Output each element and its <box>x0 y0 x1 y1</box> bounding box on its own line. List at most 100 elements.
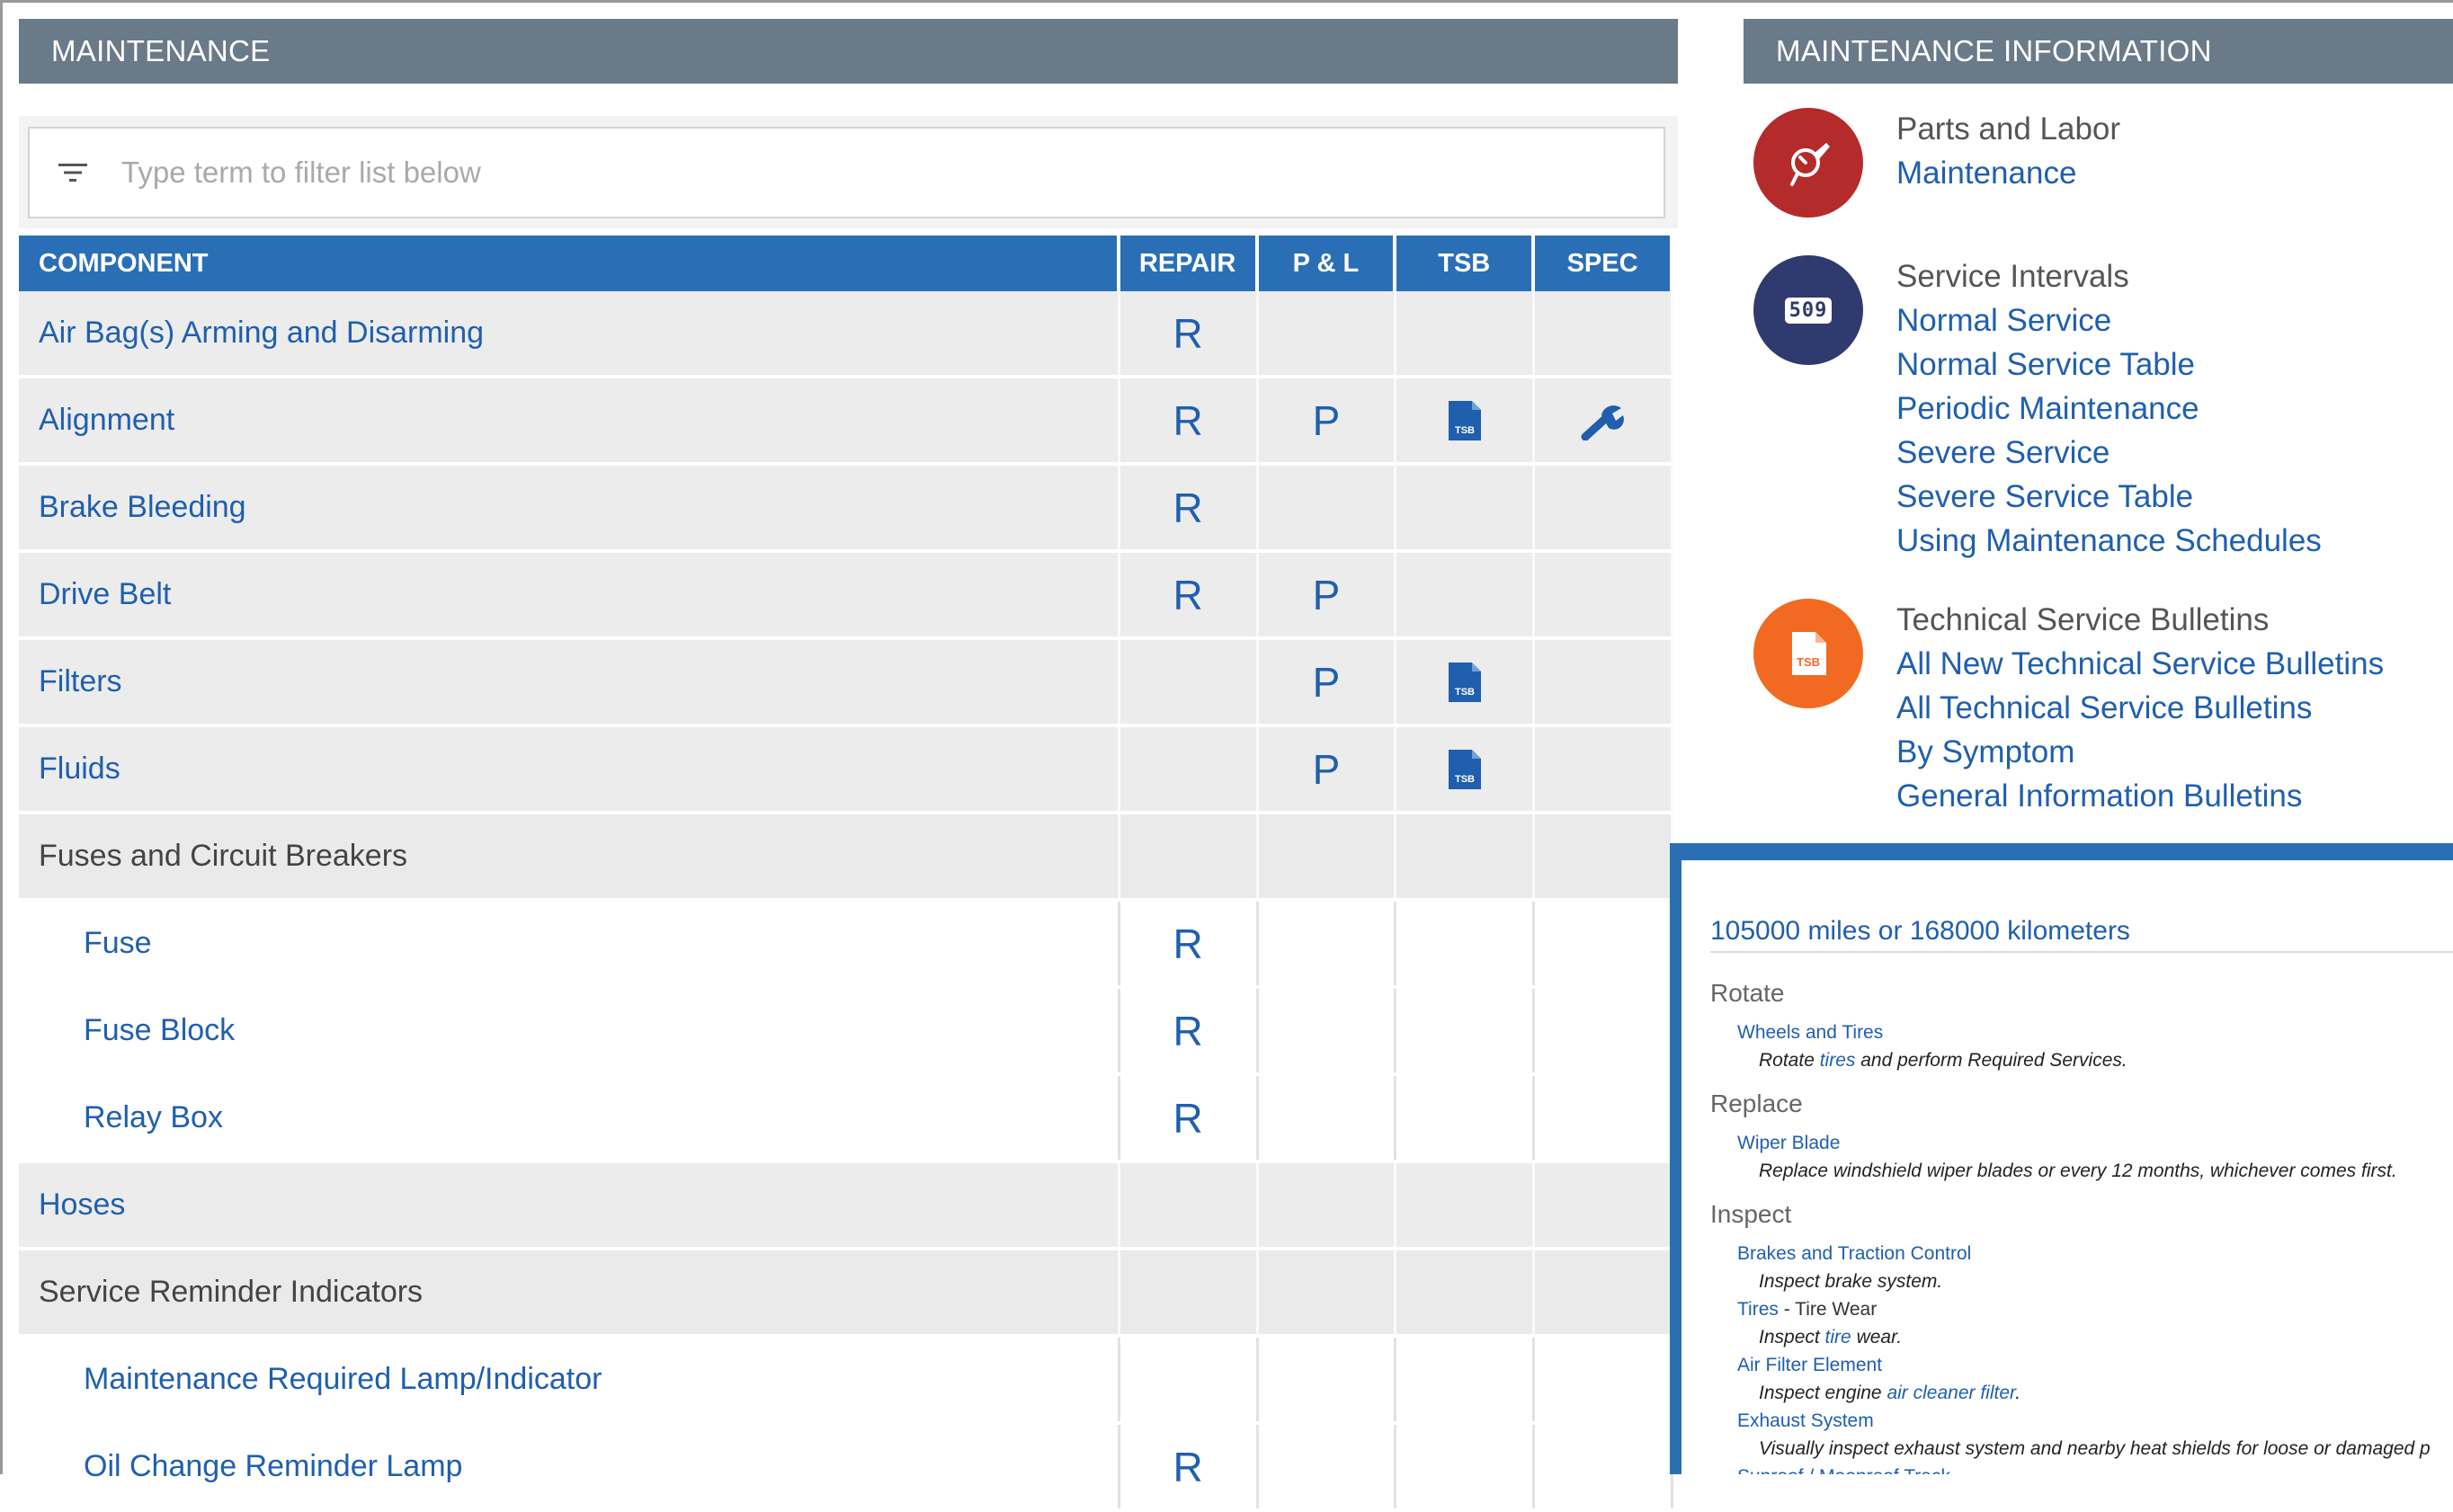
repair-cell[interactable]: R <box>1120 902 1259 985</box>
table-row: Relay Box R <box>19 1076 1673 1163</box>
tsb-cell[interactable]: TSB <box>1396 640 1536 724</box>
tsb-cell[interactable]: TSB <box>1396 727 1536 811</box>
rotate-item-link[interactable]: Wheels and Tires <box>1737 1022 1884 1043</box>
parts-labor-cell[interactable]: P <box>1259 553 1397 636</box>
component-link[interactable]: Air Bag(s) Arming and Disarming <box>19 291 1120 375</box>
component-link[interactable]: Filters <box>19 640 1120 724</box>
repair-cell[interactable]: R <box>1120 466 1259 549</box>
component-link[interactable]: Maintenance Required Lamp/Indicator <box>19 1338 1120 1421</box>
inspect-tires-item: Tires - Tire Wear <box>1737 1299 1878 1320</box>
component-link[interactable]: Alignment <box>19 378 1120 462</box>
component-link[interactable]: Drive Belt <box>19 553 1120 636</box>
maintenance-information-header: MAINTENANCE INFORMATION <box>1744 19 2453 84</box>
spec-cell <box>1535 1076 1673 1160</box>
link-using-maintenance-schedules[interactable]: Using Maintenance Schedules <box>1896 523 2322 558</box>
repair-cell[interactable]: R <box>1120 553 1259 636</box>
column-header-tsb: TSB <box>1396 236 1536 291</box>
component-link[interactable]: Fuse Block <box>19 989 1120 1072</box>
component-table: COMPONENT REPAIR P & L TSB SPEC Air Bag(… <box>19 236 1673 1512</box>
tire-link[interactable]: tire <box>1824 1327 1851 1347</box>
replace-label: Replace <box>1710 1090 1803 1117</box>
filter-area: Type term to filter list below <box>19 116 1678 228</box>
tsb-cell <box>1396 553 1536 636</box>
tsb-document-icon[interactable]: TSB <box>1447 661 1483 704</box>
parts-labor-cell[interactable]: P <box>1259 640 1397 724</box>
link-periodic-maintenance[interactable]: Periodic Maintenance <box>1896 391 2199 426</box>
rotate-description: Rotate tires and perform Required Servic… <box>1759 1050 2127 1071</box>
inspect-exhaust-description: Visually inspect exhaust system and near… <box>1759 1438 2431 1459</box>
filter-placeholder: Type term to filter list below <box>121 156 481 189</box>
repair-cell[interactable]: R <box>1120 1425 1259 1508</box>
component-link[interactable]: Relay Box <box>19 1076 1120 1160</box>
air-cleaner-filter-link[interactable]: air cleaner filter <box>1887 1383 2016 1403</box>
link-all-new-tsb[interactable]: All New Technical Service Bulletins <box>1896 646 2385 681</box>
inspect-air-filter-link[interactable]: Air Filter Element <box>1737 1355 1883 1375</box>
column-header-repair: REPAIR <box>1120 236 1259 291</box>
table-header: COMPONENT REPAIR P & L TSB SPEC <box>19 236 1673 291</box>
wrench-icon[interactable] <box>1580 401 1627 440</box>
link-normal-service[interactable]: Normal Service <box>1896 303 2112 338</box>
tsb-cell <box>1396 1163 1536 1247</box>
link-maintenance[interactable]: Maintenance <box>1896 156 2077 191</box>
tsb-cell <box>1396 814 1536 898</box>
inspect-exhaust-link[interactable]: Exhaust System <box>1737 1410 1874 1431</box>
repair-cell[interactable]: R <box>1120 1076 1259 1160</box>
spec-cell[interactable] <box>1535 378 1673 462</box>
odometer-readout: 509 <box>1784 297 1833 324</box>
parts-labor-cell <box>1259 1076 1397 1160</box>
table-row: Fuse Block R <box>19 989 1673 1076</box>
repair-cell <box>1120 1338 1259 1421</box>
link-general-information-bulletins[interactable]: General Information Bulletins <box>1896 778 2303 814</box>
maintenance-header: MAINTENANCE <box>19 19 1678 84</box>
parts-labor-cell <box>1259 1338 1397 1421</box>
svg-text:TSB: TSB <box>1455 687 1475 698</box>
component-link[interactable]: Brake Bleeding <box>19 466 1120 549</box>
repair-cell[interactable]: R <box>1120 291 1259 375</box>
parts-labor-cell[interactable]: P <box>1259 378 1397 462</box>
spec-cell <box>1535 814 1673 898</box>
filter-input[interactable]: Type term to filter list below <box>28 127 1665 218</box>
tires-link[interactable]: tires <box>1819 1050 1856 1071</box>
schedule-title: 105000 miles or 168000 kilometers <box>1710 916 2130 946</box>
inspect-tires-link[interactable]: Tires <box>1737 1299 1779 1320</box>
tsb-cell <box>1396 1425 1536 1508</box>
repair-cell <box>1120 640 1259 724</box>
odometer-icon[interactable]: 509 <box>1753 255 1863 365</box>
tsb-document-icon[interactable]: TSB <box>1447 748 1483 791</box>
inspect-sunroof-link[interactable]: Sunroof / Moonroof Track <box>1737 1466 1950 1474</box>
window-top-border <box>0 0 2453 3</box>
spec-cell <box>1535 553 1673 636</box>
column-header-component: COMPONENT <box>19 236 1120 291</box>
repair-cell[interactable]: R <box>1120 378 1259 462</box>
svg-text:TSB: TSB <box>1455 425 1475 436</box>
link-severe-service-table[interactable]: Severe Service Table <box>1896 479 2194 514</box>
repair-cell <box>1120 1163 1259 1247</box>
replace-item-link[interactable]: Wiper Blade <box>1737 1133 1841 1153</box>
tsb-title: Technical Service Bulletins <box>1896 602 2270 637</box>
spec-cell <box>1535 727 1673 811</box>
tsb-bulletin-icon[interactable]: TSB <box>1753 599 1863 708</box>
component-link[interactable]: Fluids <box>19 727 1120 811</box>
tsb-cell <box>1396 1338 1536 1421</box>
column-header-spec: SPEC <box>1535 236 1673 291</box>
parts-labor-cell <box>1259 1163 1397 1247</box>
inspect-brakes-link[interactable]: Brakes and Traction Control <box>1737 1243 1972 1264</box>
inspect-label: Inspect <box>1710 1200 1792 1228</box>
spec-cell <box>1535 1163 1673 1247</box>
group-label: Fuses and Circuit Breakers <box>19 814 1120 898</box>
link-severe-service[interactable]: Severe Service <box>1896 435 2110 470</box>
tsb-cell[interactable]: TSB <box>1396 378 1536 462</box>
table-row: Brake Bleeding R <box>19 466 1673 553</box>
repair-cell <box>1120 814 1259 898</box>
tsb-document-icon[interactable]: TSB <box>1447 399 1483 442</box>
parts-labor-cell[interactable]: P <box>1259 727 1397 811</box>
link-all-tsb[interactable]: All Technical Service Bulletins <box>1896 690 2313 725</box>
parts-labor-cell <box>1259 1250 1397 1334</box>
link-by-symptom[interactable]: By Symptom <box>1896 734 2075 769</box>
component-link[interactable]: Hoses <box>19 1163 1120 1247</box>
link-normal-service-table[interactable]: Normal Service Table <box>1896 347 2195 382</box>
repair-cell[interactable]: R <box>1120 989 1259 1072</box>
parts-labor-icon[interactable] <box>1753 108 1863 218</box>
component-link[interactable]: Fuse <box>19 902 1120 985</box>
component-link[interactable]: Oil Change Reminder Lamp <box>19 1425 1120 1508</box>
